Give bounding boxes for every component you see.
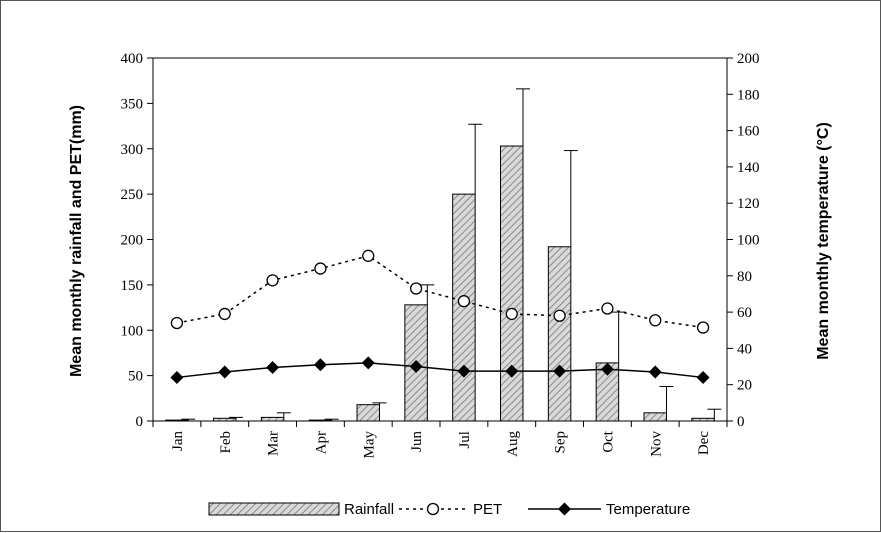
y2-tick-label: 0 bbox=[737, 414, 745, 430]
pet-point bbox=[553, 309, 566, 322]
rainfall-bar bbox=[165, 419, 189, 422]
pet-point bbox=[409, 282, 423, 295]
rainfall-bar bbox=[691, 417, 715, 422]
pet-point bbox=[696, 321, 710, 334]
y2-tick-label: 200 bbox=[737, 51, 760, 67]
pet-point bbox=[457, 295, 471, 308]
y2-tick-label: 160 bbox=[737, 124, 760, 140]
y-tick-label: 300 bbox=[121, 142, 144, 158]
rainfall-bar bbox=[643, 412, 667, 422]
pet-point bbox=[601, 302, 614, 315]
rainfall-bar bbox=[308, 419, 333, 422]
rainfall-bars bbox=[165, 145, 715, 422]
y2-tick-label: 120 bbox=[737, 196, 760, 212]
x-tick-label: Jan bbox=[170, 431, 186, 451]
x-tick-label: Nov bbox=[648, 431, 664, 457]
y2-axis-title: Mean monthly temperature (°C) bbox=[815, 122, 832, 360]
y-axis-title: Mean monthly rainfall and PET(mm) bbox=[68, 105, 85, 377]
pet-line bbox=[176, 255, 704, 329]
y2-tick-label: 100 bbox=[737, 233, 760, 249]
y-tick-label: 200 bbox=[121, 233, 144, 249]
pet-point bbox=[649, 314, 662, 327]
temperature-point bbox=[409, 360, 423, 374]
x-tick-label: Jul bbox=[457, 431, 473, 449]
x-tick-label: Sep bbox=[553, 431, 569, 454]
x-tick-label: Aug bbox=[505, 431, 521, 457]
pet-point bbox=[505, 307, 518, 321]
y-tick-label: 350 bbox=[121, 96, 144, 112]
temperature-point bbox=[600, 362, 614, 376]
temperature-line bbox=[176, 362, 704, 379]
plot-area bbox=[152, 57, 728, 422]
pet-point bbox=[218, 307, 231, 321]
y2-tick-label: 80 bbox=[737, 269, 752, 285]
temperature-point bbox=[648, 365, 662, 379]
x-tick-label: Dec bbox=[696, 431, 712, 455]
pet-series bbox=[170, 249, 710, 334]
temperature-point bbox=[553, 364, 567, 378]
y-tick-label: 150 bbox=[121, 278, 144, 294]
rainfall-error-bars bbox=[181, 88, 722, 421]
x-tick-label: Apr bbox=[313, 431, 329, 454]
y2-tick-label: 40 bbox=[737, 341, 752, 357]
y-tick-label: 250 bbox=[121, 187, 144, 203]
temperature-point bbox=[170, 370, 184, 384]
y-tick-label: 50 bbox=[128, 369, 143, 385]
y-tick-label: 400 bbox=[121, 51, 144, 67]
y-tick-label: 0 bbox=[136, 414, 144, 430]
axes: 0 50 100 150 200 250 300 350 400 0 20 40 60 80 100 120 1… bbox=[121, 51, 760, 459]
x-tick-label: May bbox=[361, 431, 377, 459]
rainfall-bar bbox=[500, 145, 524, 422]
legend: Rainfall PET Temperature bbox=[208, 501, 690, 518]
temperature-point bbox=[266, 360, 280, 374]
temperature-point bbox=[457, 364, 471, 378]
x-tick-label: Oct bbox=[600, 430, 616, 452]
temperature-point bbox=[505, 364, 519, 378]
x-tick-label: Mar bbox=[266, 431, 282, 456]
x-tick-label: Feb bbox=[218, 431, 234, 454]
plot-border bbox=[152, 57, 728, 422]
legend-rainfall-label: Rainfall bbox=[344, 501, 394, 518]
legend-pet-marker bbox=[426, 502, 440, 516]
rainfall-bar bbox=[547, 246, 572, 422]
rainfall-bar bbox=[356, 404, 380, 422]
temperature-point bbox=[361, 356, 375, 370]
y2-tick-label: 20 bbox=[737, 378, 752, 394]
y2-tick-label: 180 bbox=[737, 87, 760, 103]
rainfall-bar bbox=[213, 417, 237, 422]
legend-rainfall-swatch bbox=[208, 502, 340, 516]
pet-point bbox=[362, 249, 375, 262]
legend-temperature-label: Temperature bbox=[606, 501, 690, 518]
pet-point bbox=[266, 274, 279, 287]
temperature-point bbox=[218, 365, 232, 379]
pet-point bbox=[170, 316, 184, 330]
legend-pet-label: PET bbox=[473, 501, 502, 518]
rainfall-bar bbox=[452, 193, 476, 422]
temperature-point bbox=[313, 358, 327, 372]
rainfall-bar bbox=[260, 416, 285, 422]
pet-point bbox=[314, 262, 327, 275]
temperature-series bbox=[170, 356, 710, 384]
legend-temperature-marker bbox=[558, 502, 571, 516]
y-tick-label: 100 bbox=[121, 323, 144, 339]
y2-tick-label: 60 bbox=[737, 305, 752, 321]
x-tick-label: Jun bbox=[409, 431, 425, 452]
y2-tick-label: 140 bbox=[737, 160, 760, 176]
temperature-point bbox=[696, 370, 710, 384]
